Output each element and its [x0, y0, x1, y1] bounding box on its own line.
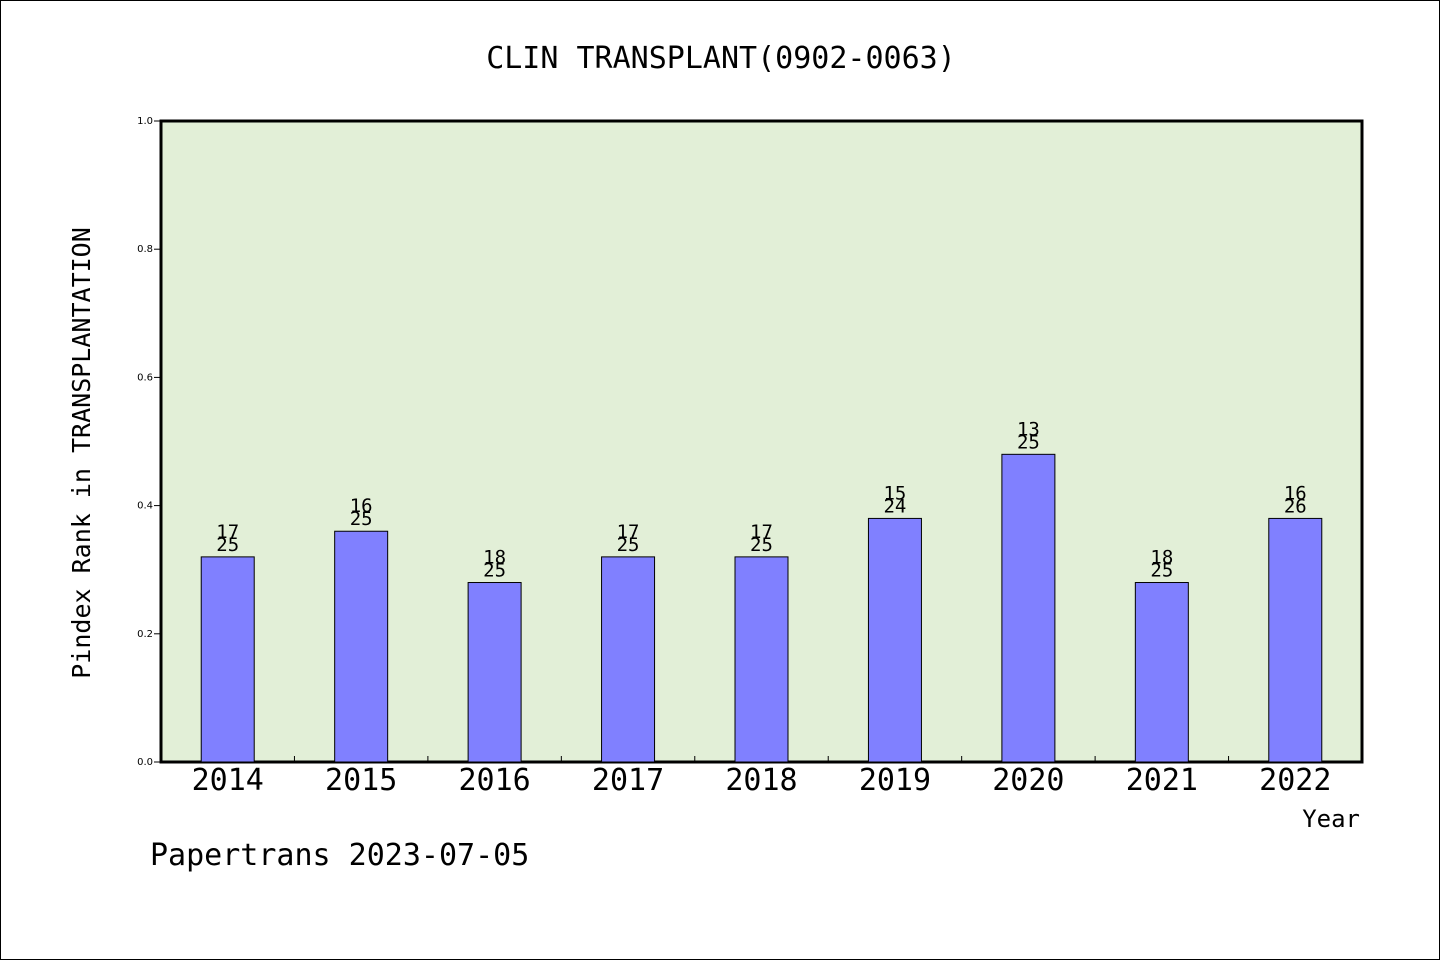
- bar: [334, 530, 389, 763]
- y-ticks-group: 0.0 0.2 0.4 0.6 0.8 1.0: [137, 116, 161, 768]
- bars-group: [200, 453, 1323, 763]
- x-tick-label: 2017: [592, 763, 664, 798]
- bar: [1001, 453, 1056, 763]
- y-tick-label: 1.0: [137, 116, 153, 127]
- bar-rank-label: 17: [216, 521, 239, 543]
- y-axis-label: Pindex Rank in TRANSPLANTATION: [67, 227, 96, 679]
- footer-text: Papertrans 2023-07-05: [150, 838, 529, 873]
- bar-total-label: 25: [617, 534, 640, 556]
- bar-total-label: 25: [1150, 560, 1173, 582]
- x-tick-label: 2014: [192, 763, 264, 798]
- bar-rank-label: 17: [617, 521, 640, 543]
- bar: [734, 556, 789, 763]
- x-tick-label: 2018: [725, 763, 797, 798]
- bar-rank-label: 17: [750, 521, 773, 543]
- bar-total-label: 25: [750, 534, 773, 556]
- bar-total-label: 24: [883, 495, 906, 517]
- y-tick-label: 0.8: [137, 244, 153, 255]
- x-tick-label: 2020: [992, 763, 1064, 798]
- x-tick-label: 2016: [458, 763, 530, 798]
- x-tick-label: 2015: [325, 763, 397, 798]
- bar-total-label: 26: [1284, 495, 1307, 517]
- chart-title: CLIN TRANSPLANT(0902-0063): [486, 41, 956, 76]
- bar: [200, 556, 255, 763]
- y-tick-label: 0.0: [137, 757, 153, 768]
- y-tick-label: 0.2: [137, 629, 153, 640]
- bar: [1134, 582, 1189, 763]
- bar-total-label: 25: [1017, 431, 1040, 453]
- y-tick-label: 0.4: [137, 501, 153, 512]
- bar: [867, 517, 922, 763]
- bar-rank-label: 13: [1017, 418, 1040, 440]
- bar: [601, 556, 656, 763]
- bar-rank-label: 15: [883, 482, 906, 504]
- bar-rank-label: 18: [1150, 547, 1173, 569]
- bar-total-label: 25: [350, 508, 373, 530]
- x-tick-label: 2021: [1126, 763, 1198, 798]
- bar-rank-label: 18: [483, 547, 506, 569]
- x-tick-label: 2022: [1259, 763, 1331, 798]
- bar-rank-label: 16: [1284, 482, 1307, 504]
- bar: [1268, 517, 1323, 763]
- bar-rank-label: 16: [350, 495, 373, 517]
- y-tick-label: 0.6: [137, 372, 153, 383]
- bar-total-label: 25: [216, 534, 239, 556]
- bar: [467, 582, 522, 763]
- bar-total-label: 25: [483, 560, 506, 582]
- x-axis-label: Year: [1302, 805, 1360, 833]
- x-tick-label: 2019: [859, 763, 931, 798]
- x-ticks-group: 2014 2015 2016 2017 2018 2019 2020 2021 2022: [192, 756, 1331, 798]
